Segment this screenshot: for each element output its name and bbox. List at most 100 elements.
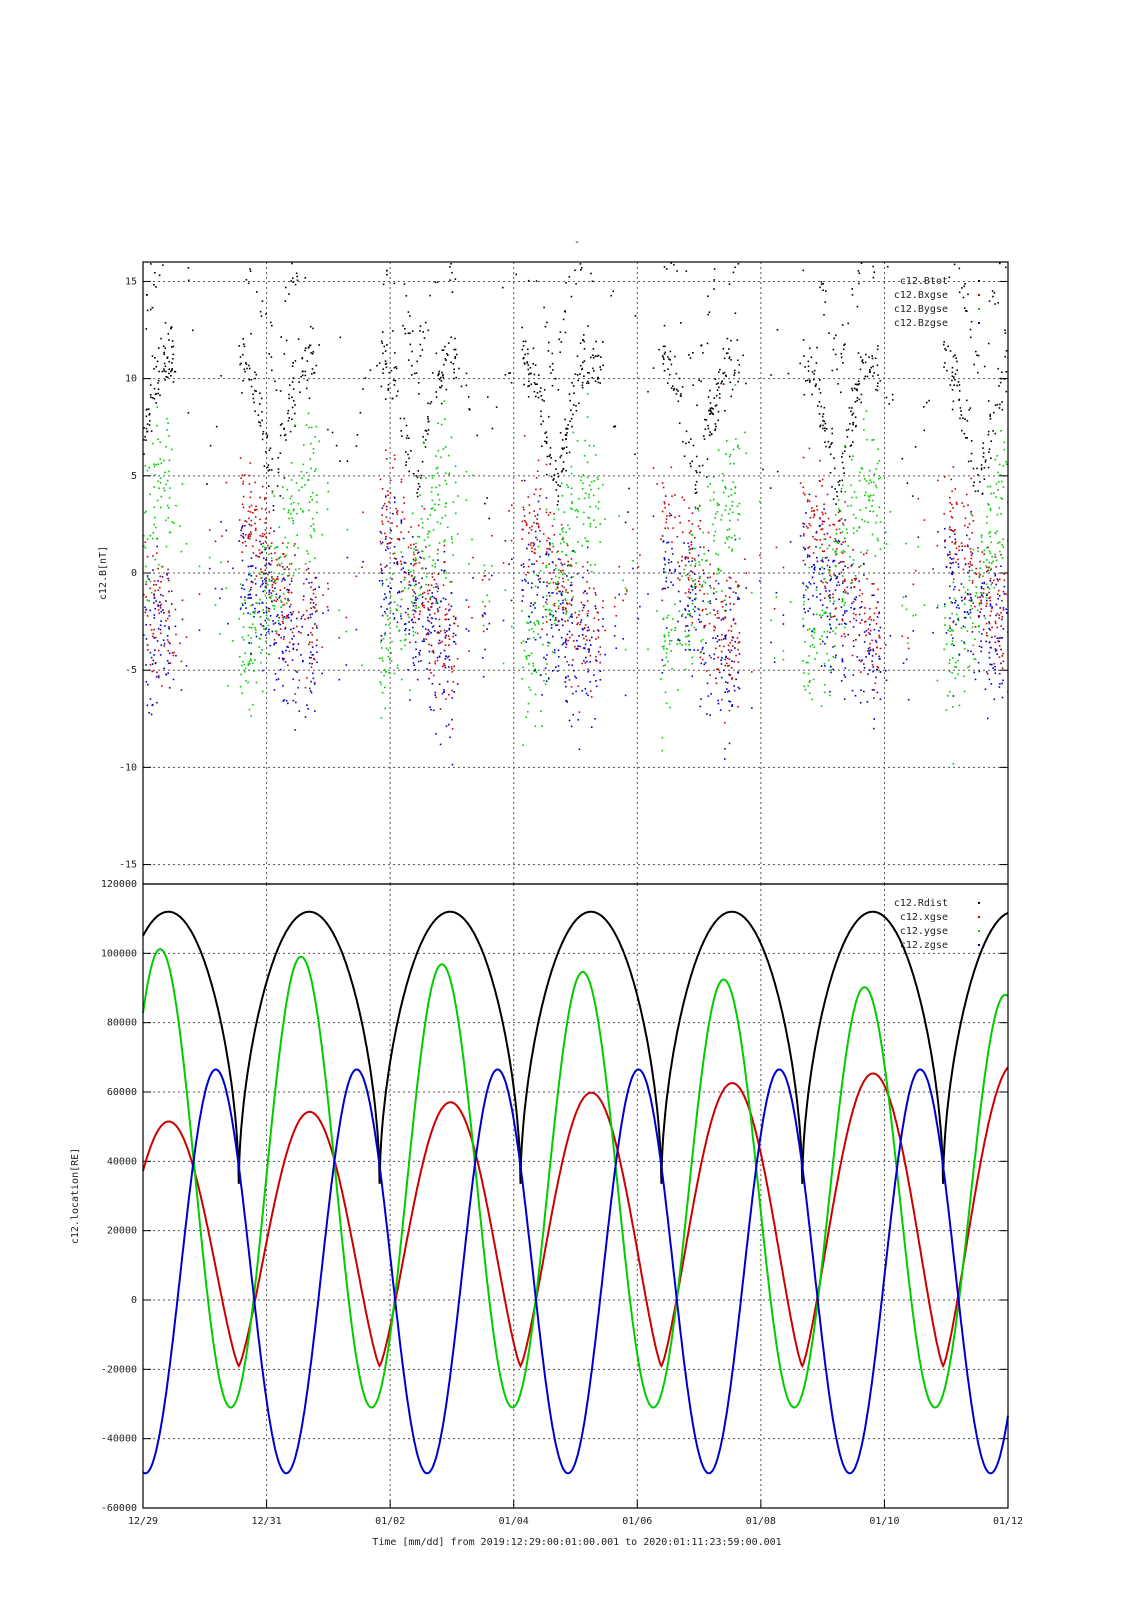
b-point [680,322,682,324]
b-point [835,575,837,577]
b-point [443,364,445,366]
b-point [809,628,811,630]
b-point [286,566,288,568]
b-point [427,533,429,535]
b-point [521,538,523,540]
b-point [569,603,571,605]
b-point [438,504,440,506]
b-point [426,573,428,575]
b-point [602,600,604,602]
b-point [995,573,997,575]
b-point [825,538,827,540]
b-point [959,399,961,401]
b-point [505,590,507,592]
b-point [522,595,524,597]
b-point [988,431,990,433]
b-point [541,725,543,727]
b-point [413,570,415,572]
b-point [965,564,967,566]
b-point [685,443,687,445]
b-point [346,617,348,619]
b-point [291,462,293,464]
b-point [312,673,314,675]
b-point [287,703,289,705]
b-point [281,601,283,603]
b-point [579,749,581,751]
b-point [409,699,411,701]
b-point [383,368,385,370]
b-point [175,626,177,628]
b-point [179,525,181,527]
b-point [890,511,892,513]
b-point [410,526,412,528]
b-point [312,492,314,494]
b-point [582,629,584,631]
b-point [169,643,171,645]
b-point [974,606,976,608]
b-point [149,610,151,612]
b-point [805,589,807,591]
b-point [312,368,314,370]
b-point [260,568,262,570]
b-point [242,560,244,562]
b-point [851,414,853,416]
b-point [844,605,846,607]
b-point [437,610,439,612]
b-point [810,525,812,527]
b-point [826,557,828,559]
b-point [869,624,871,626]
b-point [277,599,279,601]
b-point [732,677,734,679]
b-point [147,556,149,558]
b-point [155,600,157,602]
b-point [839,480,841,482]
b-point [401,569,403,571]
b-point [558,339,560,341]
b-point [439,656,441,658]
b-point [842,582,844,584]
b-point [970,478,972,480]
b-point [397,609,399,611]
b-point [288,420,290,422]
b-point [537,587,539,589]
b-point [570,508,572,510]
b-point [159,601,161,603]
b-point [863,663,865,665]
b-point [874,613,876,615]
b-point [540,710,542,712]
b-point [774,608,776,610]
b-point [453,623,455,625]
b-point [277,559,279,561]
b-point [676,373,678,375]
b-point [391,641,393,643]
b-point [529,655,531,657]
b-point [988,533,990,535]
b-point [413,558,415,560]
b-point [986,583,988,585]
b-point [427,402,429,404]
b-point [596,686,598,688]
b-point [707,593,709,595]
b-point [824,421,826,423]
b-point [679,610,681,612]
b-point [559,351,561,353]
b-point [313,606,315,608]
b-point [548,555,550,557]
b-point [452,542,454,544]
b-point [583,375,585,377]
b-point [597,629,599,631]
b-point [240,608,242,610]
b-point [276,389,278,391]
b-point [265,581,267,583]
b-point [1000,566,1002,568]
b-point [528,622,530,624]
b-point [664,557,666,559]
b-point [678,401,680,403]
b-point [842,523,844,525]
b-point [695,484,697,486]
b-point [718,504,720,506]
b-point [528,532,530,534]
b-point [666,577,668,579]
b-point [503,620,505,622]
